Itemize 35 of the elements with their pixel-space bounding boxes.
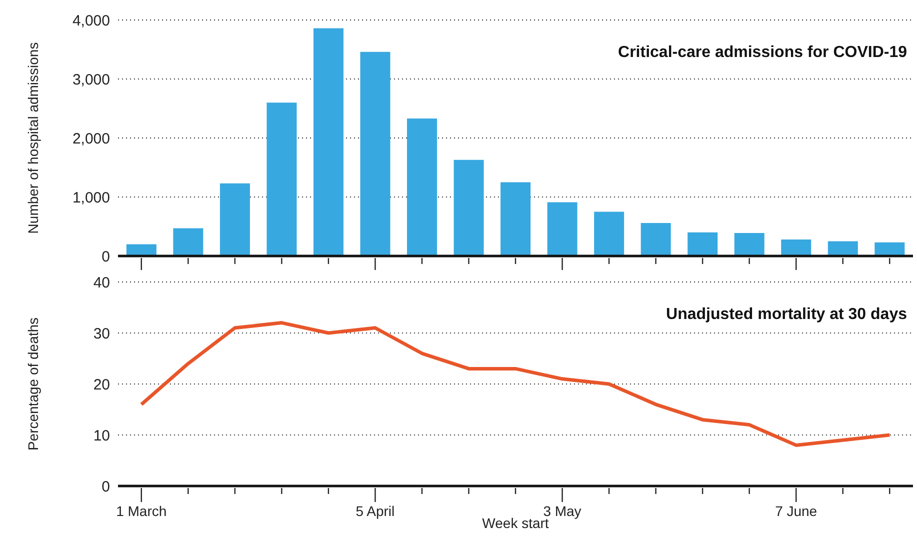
bar — [454, 160, 484, 256]
y-tick-label: 1,000 — [72, 189, 110, 206]
text: Critical-care admissions for COVID-19 — [618, 44, 907, 62]
bar — [500, 182, 531, 256]
bar — [640, 222, 671, 256]
bar — [594, 212, 624, 256]
bar — [547, 202, 578, 256]
y-tick-label: 10 — [93, 427, 110, 444]
y-axis-title: Number of hospital admissions — [24, 42, 41, 234]
y-tick-label: 2,000 — [72, 130, 110, 148]
bar — [734, 232, 764, 256]
bar — [313, 28, 344, 256]
y-tick-label: 0 — [102, 478, 110, 496]
y-tick-label: 4,000 — [72, 12, 110, 30]
y-tick-label: 40 — [93, 274, 110, 292]
y-tick-label: 20 — [93, 376, 110, 394]
y-tick-label: 3,000 — [72, 71, 110, 88]
bar — [266, 102, 297, 256]
bar — [874, 242, 905, 256]
bar — [688, 232, 718, 256]
bar — [781, 239, 812, 256]
x-tick-label: 7 June — [775, 503, 818, 519]
bar — [173, 228, 204, 256]
x-tick-label: 5 April — [356, 503, 395, 519]
y-tick-label: 30 — [93, 325, 110, 342]
bar — [220, 183, 250, 256]
x-tick-label: 1 March — [116, 503, 167, 519]
text: Unadjusted mortality at 30 days — [666, 306, 907, 324]
line-series — [140, 321, 892, 447]
y-tick-label: 0 — [102, 248, 110, 266]
bar — [828, 241, 858, 256]
y-axis-title: Percentage of deaths — [24, 317, 41, 451]
bar — [360, 52, 390, 256]
bar — [126, 244, 156, 256]
bar — [407, 118, 438, 256]
